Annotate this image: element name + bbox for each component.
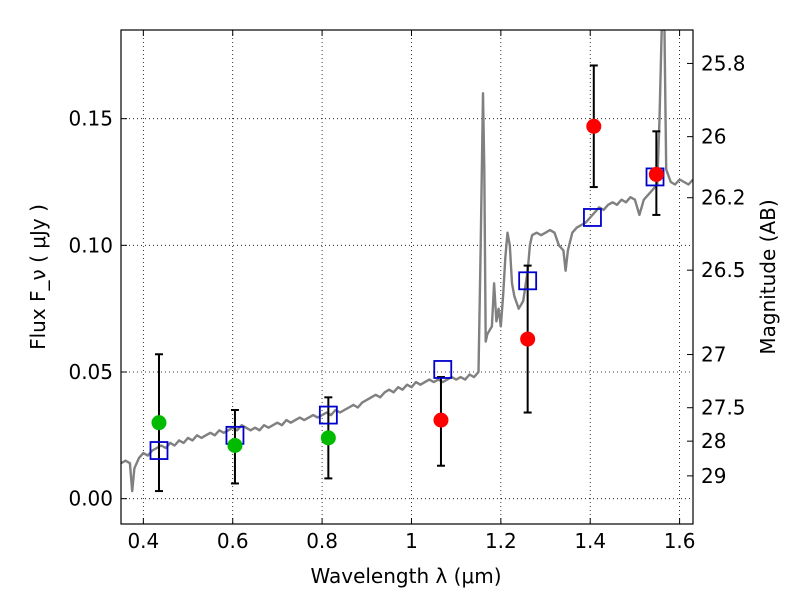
observed-point — [320, 430, 336, 446]
right-tick-label: 26.5 — [701, 258, 746, 282]
right-tick-label: 27 — [701, 343, 726, 367]
model-photometry-marker — [149, 441, 169, 460]
right-tick-label: 27.5 — [701, 396, 746, 420]
plot-area: 0.4 0.6 0.8 1 1.2 1.4 1.6 0.00 0.05 0.10 0.15 25.8 2… — [68, 29, 746, 553]
y-tick-label: 0.15 — [68, 107, 113, 131]
model-photometry-marker — [318, 405, 338, 425]
x-tick-label: 0.6 — [217, 529, 249, 553]
y-tick-label: 0.10 — [68, 233, 113, 257]
right-tick-label: 26 — [701, 125, 726, 149]
right-tick-label: 26.2 — [701, 186, 746, 210]
observed-point — [433, 412, 449, 428]
observed-point — [648, 166, 664, 182]
model-spectrum-line — [121, 30, 693, 493]
y-axis-right-title: Magnitude (AB) — [756, 199, 780, 354]
x-axis-title: Wavelength λ (μm) — [310, 564, 501, 588]
y-axis-title: Flux F_ν ( μJy ) — [26, 204, 50, 350]
right-tick-label: 29 — [701, 464, 726, 488]
series-layer — [121, 30, 693, 493]
y-tick-label: 0.00 — [68, 487, 113, 511]
x-tick-label: 1.6 — [664, 529, 696, 553]
x-tick-label: 1 — [405, 529, 418, 553]
x-tick-label: 0.4 — [127, 529, 159, 553]
x-tick-label: 1.4 — [574, 529, 606, 553]
model-photometry-marker — [518, 271, 538, 291]
x-tick-label: 0.8 — [306, 529, 338, 553]
x-tick-label: 1.2 — [485, 529, 517, 553]
right-tick-label: 25.8 — [701, 51, 746, 75]
observed-point — [227, 437, 243, 453]
model-photometry-marker — [433, 360, 453, 379]
ticks: 0.4 0.6 0.8 1 1.2 1.4 1.6 0.00 0.05 0.10 0.15 25.8 2… — [68, 30, 746, 553]
right-tick-label: 28 — [701, 429, 726, 453]
observed-point — [586, 118, 602, 134]
plot-frame — [120, 29, 694, 525]
observed-point — [151, 415, 167, 431]
model-photometry-marker — [583, 208, 602, 227]
observed-point — [520, 331, 536, 347]
grid — [121, 30, 693, 524]
y-tick-label: 0.05 — [68, 360, 113, 384]
